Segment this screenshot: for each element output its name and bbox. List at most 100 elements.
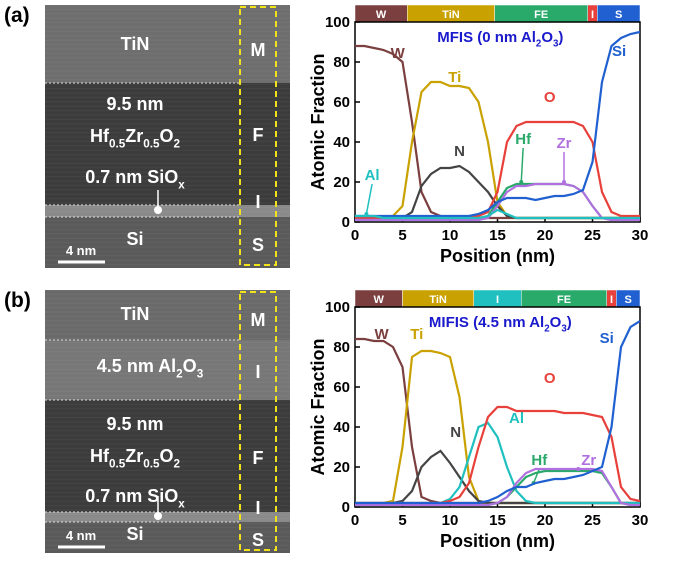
subscript: 2	[536, 39, 542, 50]
label-arrow	[365, 183, 373, 215]
tem-layer	[45, 340, 290, 400]
yellow-box	[239, 6, 277, 266]
series-label: Si	[612, 43, 626, 60]
rich-text: 0.7 nm SiOx	[85, 486, 185, 510]
rich-text: Hf0.5Zr0.5O2	[90, 446, 181, 470]
tem-layer	[45, 5, 290, 83]
series-label: Al	[365, 167, 380, 184]
y-tick-label: 40	[333, 419, 350, 436]
column-label: F	[253, 448, 264, 468]
series-label: Ti	[410, 326, 423, 343]
text-part: )	[567, 314, 572, 331]
x-tick-label: 25	[584, 227, 601, 244]
y-tick-label: 0	[342, 214, 350, 231]
text-part: Hf	[90, 446, 110, 466]
x-axis-title: Position (nm)	[440, 531, 555, 551]
subscript: 3	[553, 39, 559, 50]
y-tick-label: 60	[333, 94, 350, 111]
tem-layer	[45, 512, 290, 522]
band-label: I	[610, 294, 613, 306]
band-label: I	[496, 294, 499, 306]
text-part: Si	[126, 524, 143, 544]
text-part: )	[558, 29, 563, 46]
rich-text: 0.7 nm SiOx	[85, 167, 185, 191]
subscript: 0.5	[143, 137, 160, 150]
tem-layer	[45, 83, 290, 205]
text-part: O	[550, 314, 562, 331]
y-tick-label: 40	[333, 134, 350, 151]
x-tick-label: 30	[632, 512, 649, 529]
y-tick-label: 20	[333, 459, 350, 476]
text-part: O	[159, 446, 173, 466]
text-part: MIFIS (4.5 nm Al	[429, 314, 544, 331]
text-part: TiN	[121, 34, 150, 54]
y-tick-label: 80	[333, 54, 350, 71]
series-line	[355, 208, 640, 220]
scale-label: 4 nm	[66, 528, 96, 543]
y-tick-label: 80	[333, 339, 350, 356]
text-part: Si	[126, 229, 143, 249]
band-label: W	[374, 294, 385, 306]
rich-text: 4.5 nm Al2O3	[97, 356, 204, 380]
rich-text: MIFIS (4.5 nm Al2O3)	[429, 314, 572, 335]
series-label: Ti	[448, 69, 461, 86]
rich-text: Si	[126, 524, 143, 544]
subscript: 0.5	[109, 137, 126, 150]
y-tick-label: 100	[325, 14, 350, 31]
subscript: x	[178, 497, 185, 510]
series-label: N	[454, 143, 465, 160]
text-part: O	[541, 29, 553, 46]
label-arrow	[532, 468, 540, 484]
x-tick-label: 20	[537, 227, 554, 244]
text-part: Hf	[90, 126, 110, 146]
text-part: 0.7 nm SiO	[85, 167, 178, 187]
arrow-head	[562, 180, 566, 184]
series-label: N	[450, 424, 461, 441]
subscript: 2	[544, 324, 550, 335]
series-line	[355, 182, 640, 222]
rich-text: Si	[126, 229, 143, 249]
column-label: M	[251, 40, 266, 60]
text-part: Zr	[125, 126, 143, 146]
label-arrow	[520, 147, 524, 183]
column-label: M	[251, 310, 266, 330]
subscript: 3	[197, 367, 204, 380]
y-tick-label: 20	[333, 174, 350, 191]
text-part: TiN	[121, 304, 150, 324]
band-label: I	[591, 9, 594, 21]
panel-label: (a)	[4, 4, 30, 27]
tem-layer	[45, 290, 290, 340]
y-tick-label: 60	[333, 379, 350, 396]
panel-label: (b)	[4, 289, 31, 312]
y-axis-title: Atomic Fraction	[308, 53, 328, 190]
rich-text: TiN	[121, 34, 150, 54]
tem-layer	[45, 217, 290, 268]
arrow-head	[364, 212, 369, 216]
column-label: I	[255, 498, 260, 518]
tem-layer	[45, 400, 290, 512]
band-label: W	[376, 9, 387, 21]
x-tick-label: 10	[442, 512, 459, 529]
scale-label: 4 nm	[66, 243, 96, 258]
x-tick-label: 0	[351, 512, 359, 529]
series-line	[355, 30, 641, 218]
text-part: 4.5 nm Al	[97, 356, 176, 376]
rich-text: Hf0.5Zr0.5O2	[90, 126, 181, 150]
text-part: O	[183, 356, 197, 376]
rich-text: 9.5 nm	[106, 94, 163, 114]
x-tick-label: 20	[537, 512, 554, 529]
rich-text: MFIS (0 nm Al2O3)	[437, 29, 563, 50]
x-tick-label: 15	[489, 227, 506, 244]
column-label: I	[255, 362, 260, 382]
rich-text: 9.5 nm	[106, 414, 163, 434]
band-label: FE	[557, 294, 571, 306]
yellow-box	[239, 291, 277, 551]
series-label: Hf	[531, 452, 548, 469]
band-label: S	[615, 9, 622, 21]
y-tick-label: 0	[342, 499, 350, 516]
series-label: Hf	[515, 131, 532, 148]
x-tick-label: 0	[351, 227, 359, 244]
x-tick-label: 10	[442, 227, 459, 244]
subscript: 0.5	[109, 457, 126, 470]
